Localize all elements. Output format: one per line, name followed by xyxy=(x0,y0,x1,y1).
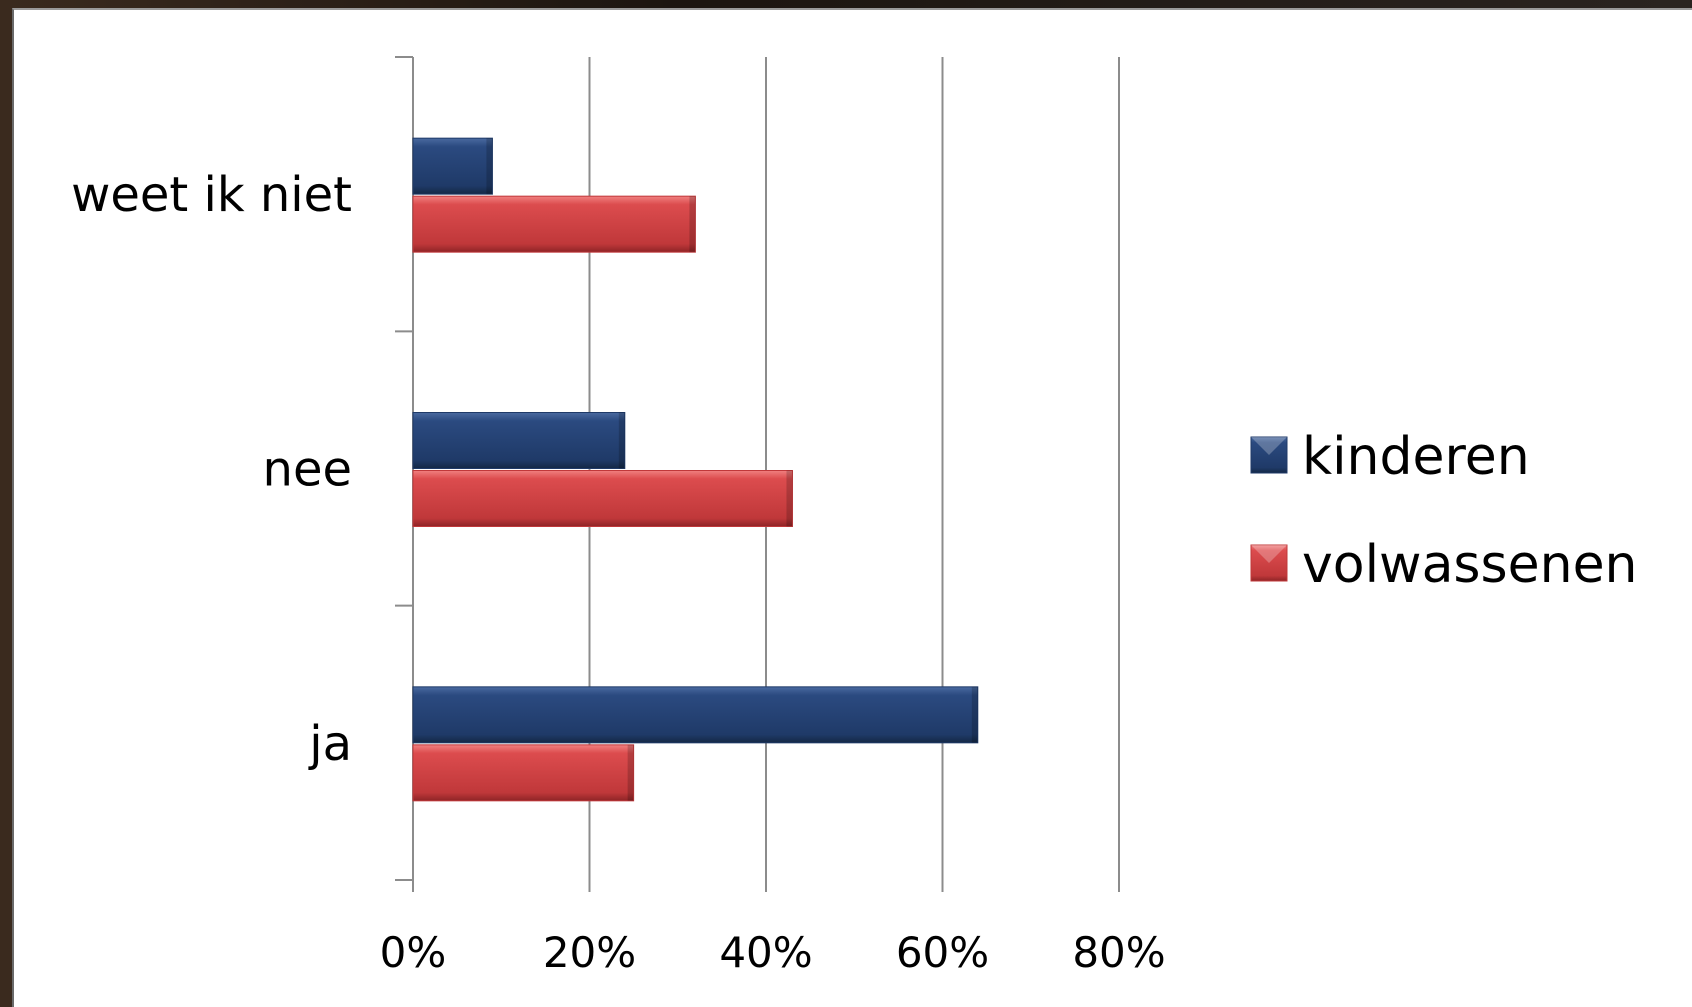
y-axis xyxy=(395,56,414,881)
bar-bevel-kinderen-weet-ik-niet xyxy=(486,138,493,195)
bar-volwassenen-weet-ik-niet xyxy=(412,195,696,253)
category-label-ja: ja xyxy=(308,716,352,772)
bar-bevel-volwassenen-weet-ik-niet xyxy=(689,196,696,253)
bar-bevel-volwassenen-nee xyxy=(786,470,793,527)
bar-kinderen-weet-ik-niet xyxy=(412,137,493,195)
bar-bevel-kinderen-nee xyxy=(618,412,625,469)
legend-swatch-bevel-kinderen xyxy=(1251,437,1287,455)
x-tick-label-0: 0% xyxy=(380,928,447,977)
bar-kinderen-ja xyxy=(412,686,979,744)
chart-panel xyxy=(12,8,1692,1007)
bar-volwassenen-nee xyxy=(412,470,793,527)
x-tick-label-4: 80% xyxy=(1072,928,1165,977)
bars xyxy=(412,137,979,802)
bar-bevel-volwassenen-ja xyxy=(627,744,634,801)
x-tick-label-2: 40% xyxy=(719,928,812,977)
x-tick-label-1: 20% xyxy=(543,928,636,977)
category-labels: ja nee weet ik niet xyxy=(71,167,352,772)
legend-label-kinderen: kinderen xyxy=(1302,427,1530,487)
bar-volwassenen-ja xyxy=(412,744,635,802)
x-tick-label-3: 60% xyxy=(896,928,989,977)
legend-swatch-volwassenen xyxy=(1250,544,1288,582)
category-label-nee: nee xyxy=(263,442,352,498)
legend: kinderen volwassenen xyxy=(1250,427,1638,595)
bar-kinderen-nee xyxy=(412,412,626,469)
x-tick-labels: 0% 20% 40% 60% 80% xyxy=(380,928,1166,977)
legend-swatch-bevel-volwassenen xyxy=(1251,545,1287,563)
legend-label-volwassenen: volwassenen xyxy=(1302,535,1638,595)
category-label-weet-ik-niet: weet ik niet xyxy=(71,167,352,223)
bar-bevel-kinderen-ja xyxy=(971,686,978,743)
legend-swatch-kinderen xyxy=(1250,436,1288,474)
